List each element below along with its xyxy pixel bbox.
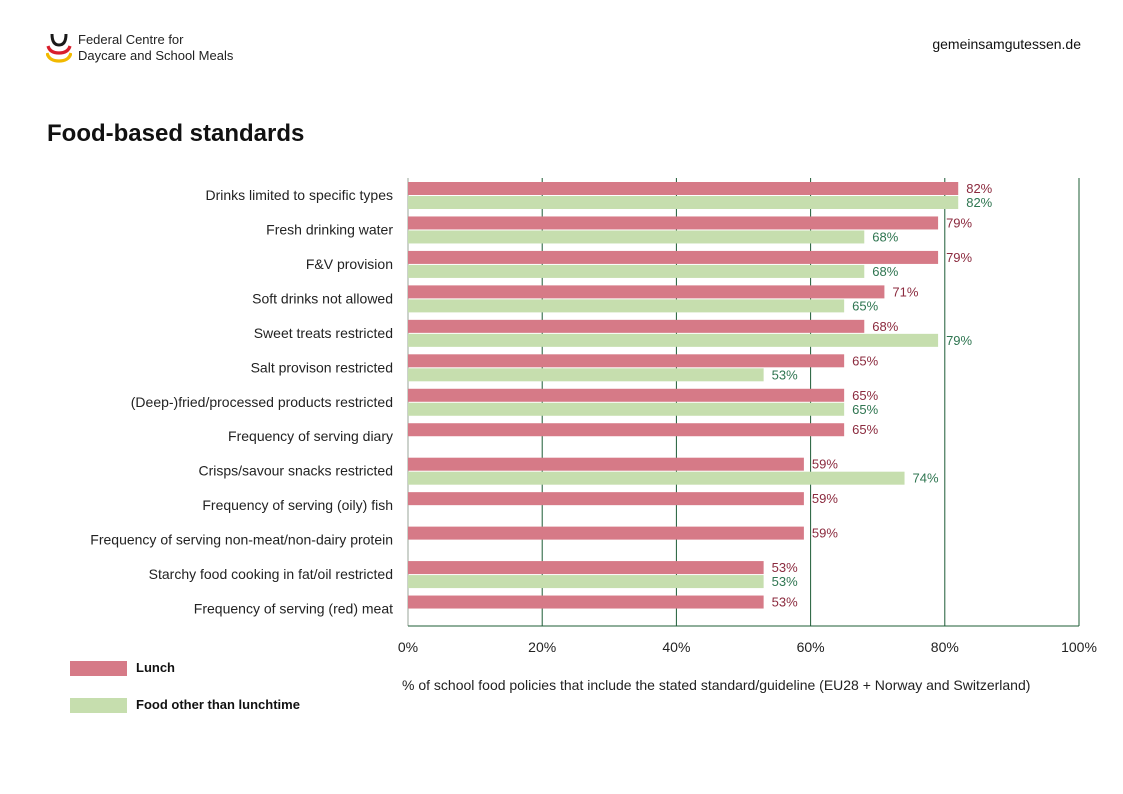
bar-other: [408, 230, 865, 244]
data-label-other: 53%: [772, 574, 798, 589]
category-label: Salt provison restricted: [251, 359, 393, 375]
legend-swatch-other: [70, 698, 127, 713]
category-label: Drinks limited to specific types: [205, 187, 393, 203]
category-label: F&V provision: [306, 256, 393, 272]
data-label-other: 65%: [852, 298, 878, 313]
org-name: Federal Centre for Daycare and School Me…: [78, 32, 233, 64]
category-label: Frequency of serving (red) meat: [194, 601, 393, 617]
data-label-lunch: 71%: [892, 284, 918, 299]
data-label-other: 68%: [872, 229, 898, 244]
bar-other: [408, 196, 959, 209]
category-label: Frequency of serving non-meat/non-dairy …: [90, 532, 393, 548]
bar-lunch: [408, 457, 804, 471]
bar-other: [408, 333, 939, 347]
category-label: Starchy food cooking in fat/oil restrict…: [149, 566, 393, 582]
bar-lunch: [408, 595, 764, 609]
bar-other: [408, 402, 845, 416]
bar-lunch: [408, 250, 939, 264]
data-label-other: 53%: [772, 367, 798, 382]
x-axis-title: % of school food policies that include t…: [402, 677, 1031, 693]
page-title: Food-based standards: [47, 120, 305, 147]
data-label-other: 65%: [852, 402, 878, 417]
category-label: Soft drinks not allowed: [252, 290, 393, 306]
category-label: Sweet treats restricted: [254, 325, 393, 341]
data-label-lunch: 53%: [772, 595, 798, 610]
category-label: Frequency of serving diary: [228, 428, 393, 444]
data-label-lunch: 59%: [812, 457, 838, 472]
category-label: (Deep-)fried/processed products restrict…: [131, 394, 393, 410]
bar-other: [408, 471, 905, 485]
bar-other: [408, 575, 764, 589]
bar-lunch: [408, 354, 845, 368]
logo: Federal Centre for Daycare and School Me…: [46, 31, 246, 67]
data-label-other: 79%: [946, 333, 972, 348]
bar-lunch: [408, 285, 885, 299]
data-label-lunch: 79%: [946, 250, 972, 265]
data-label-lunch: 65%: [852, 388, 878, 403]
org-name-line2: Daycare and School Meals: [78, 48, 234, 63]
legend-label-other: Food other than lunchtime: [136, 697, 300, 712]
bar-lunch: [408, 216, 939, 230]
data-label-other: 82%: [966, 195, 992, 210]
website-link[interactable]: gemeinsamgutessen.de: [932, 36, 1081, 52]
category-label: Frequency of serving (oily) fish: [202, 497, 393, 513]
category-label: Crisps/savour snacks restricted: [198, 463, 393, 479]
data-label-lunch: 53%: [772, 560, 798, 575]
legend-swatch-lunch: [70, 661, 127, 676]
category-label: Fresh drinking water: [266, 221, 393, 237]
bar-lunch: [408, 561, 764, 575]
data-label-lunch: 65%: [852, 422, 878, 437]
bar-other: [408, 368, 764, 382]
data-label-other: 74%: [913, 471, 939, 486]
legend-label-lunch: Lunch: [136, 660, 175, 675]
data-label-lunch: 68%: [872, 319, 898, 334]
bar-lunch: [408, 423, 845, 437]
data-label-lunch: 65%: [852, 353, 878, 368]
x-tick-label: 20%: [528, 639, 556, 655]
bar-lunch: [408, 182, 959, 195]
data-label-lunch: 82%: [966, 181, 992, 196]
bar-other: [408, 299, 845, 313]
bar-other: [408, 264, 865, 278]
data-label-lunch: 79%: [946, 215, 972, 230]
bar-lunch: [408, 388, 845, 402]
x-tick-label: 80%: [931, 639, 959, 655]
org-name-line1: Federal Centre for: [78, 32, 184, 47]
bar-lunch: [408, 492, 804, 506]
x-tick-label: 0%: [398, 639, 418, 655]
data-label-lunch: 59%: [812, 526, 838, 541]
bar-lunch: [408, 526, 804, 540]
data-label-lunch: 59%: [812, 491, 838, 506]
logo-mark-icon: [46, 33, 72, 63]
x-tick-label: 60%: [797, 639, 825, 655]
bar-lunch: [408, 319, 865, 333]
x-tick-label: 100%: [1061, 639, 1097, 655]
data-label-other: 68%: [872, 264, 898, 279]
x-tick-label: 40%: [662, 639, 690, 655]
